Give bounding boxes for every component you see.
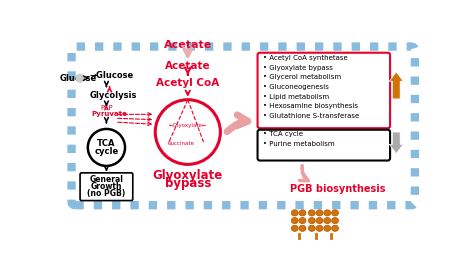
Text: • Gluconeogenesis: • Gluconeogenesis bbox=[263, 84, 329, 90]
Text: bypass: bypass bbox=[164, 177, 211, 190]
FancyBboxPatch shape bbox=[80, 173, 133, 201]
Ellipse shape bbox=[291, 210, 298, 216]
Text: General: General bbox=[90, 175, 123, 184]
Text: (no PGB): (no PGB) bbox=[87, 189, 126, 198]
Text: • Acetyl CoA synthetase: • Acetyl CoA synthetase bbox=[263, 55, 348, 61]
Ellipse shape bbox=[299, 225, 306, 231]
Text: ←Glyoxylate←: ←Glyoxylate← bbox=[169, 123, 207, 128]
Ellipse shape bbox=[316, 225, 323, 231]
Text: PEP: PEP bbox=[100, 105, 113, 111]
Text: Glyoxylate: Glyoxylate bbox=[153, 169, 223, 182]
FancyArrow shape bbox=[389, 72, 403, 99]
Text: Succinate: Succinate bbox=[168, 141, 195, 146]
Text: cycle: cycle bbox=[94, 147, 119, 156]
Text: Glycolysis: Glycolysis bbox=[89, 91, 137, 100]
Ellipse shape bbox=[308, 218, 315, 224]
Circle shape bbox=[88, 129, 125, 166]
FancyArrow shape bbox=[389, 132, 403, 154]
FancyBboxPatch shape bbox=[257, 53, 390, 128]
Ellipse shape bbox=[332, 225, 339, 231]
Text: Pyruvate: Pyruvate bbox=[92, 111, 127, 117]
Ellipse shape bbox=[324, 225, 331, 231]
FancyBboxPatch shape bbox=[71, 47, 415, 205]
Circle shape bbox=[76, 74, 84, 82]
Ellipse shape bbox=[324, 210, 331, 216]
Text: →Glucose: →Glucose bbox=[89, 71, 134, 80]
Ellipse shape bbox=[332, 210, 339, 216]
Text: • Hexosamine biosynthesis: • Hexosamine biosynthesis bbox=[263, 103, 358, 109]
Text: • Lipid metabolism: • Lipid metabolism bbox=[263, 94, 329, 100]
Ellipse shape bbox=[316, 218, 323, 224]
Ellipse shape bbox=[299, 210, 306, 216]
Text: • Purine metabolism: • Purine metabolism bbox=[263, 141, 334, 146]
FancyBboxPatch shape bbox=[257, 130, 390, 160]
Text: • TCA cycle: • TCA cycle bbox=[263, 131, 303, 137]
Text: Acetyl CoA: Acetyl CoA bbox=[156, 78, 219, 88]
Ellipse shape bbox=[324, 218, 331, 224]
Text: Acetate: Acetate bbox=[163, 40, 212, 50]
Text: Growth: Growth bbox=[91, 182, 122, 191]
Text: Glucose: Glucose bbox=[59, 74, 96, 83]
Text: Acetate: Acetate bbox=[165, 61, 211, 71]
Ellipse shape bbox=[308, 225, 315, 231]
Ellipse shape bbox=[291, 225, 298, 231]
Text: • Glutathione S-transferase: • Glutathione S-transferase bbox=[263, 113, 359, 119]
Ellipse shape bbox=[332, 218, 339, 224]
Text: PGB biosynthesis: PGB biosynthesis bbox=[290, 184, 385, 194]
Ellipse shape bbox=[291, 218, 298, 224]
Text: • Glyoxylate bypass: • Glyoxylate bypass bbox=[263, 65, 333, 71]
Ellipse shape bbox=[316, 210, 323, 216]
Text: TCA: TCA bbox=[97, 139, 116, 148]
Ellipse shape bbox=[308, 210, 315, 216]
Text: • Glycerol metabolism: • Glycerol metabolism bbox=[263, 74, 341, 80]
Ellipse shape bbox=[299, 218, 306, 224]
